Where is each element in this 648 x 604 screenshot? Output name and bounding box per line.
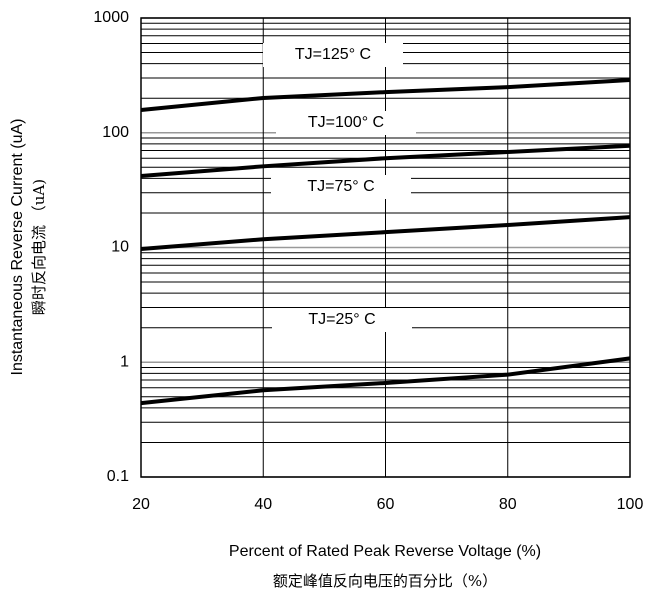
- x-tick-label: 20: [132, 496, 150, 513]
- series-label: TJ=125° C: [295, 46, 371, 63]
- y-tick-label: 0.1: [107, 468, 129, 485]
- y-axis-label-cn: 瞬时反向电流 （uA): [30, 179, 48, 315]
- series-label: TJ=75° C: [307, 178, 374, 195]
- label-background: [263, 43, 403, 67]
- x-tick-label: 40: [254, 496, 272, 513]
- y-axis-label: Instantaneous Reverse Current (uA): [9, 118, 26, 375]
- series-line: [140, 356, 631, 406]
- y-tick-label: 1: [120, 353, 129, 370]
- x-tick-label: 60: [377, 496, 395, 513]
- x-axis-label-cn: 额定峰值反向电压的百分比（%）: [273, 572, 497, 590]
- x-axis-label: Percent of Rated Peak Reverse Voltage (%…: [229, 543, 541, 560]
- series-line: [140, 78, 631, 112]
- y-tick-label: 10: [111, 239, 129, 256]
- series-line: [140, 143, 631, 178]
- label-background: [276, 111, 416, 135]
- series-line: [140, 215, 631, 252]
- series-label: TJ=25° C: [308, 311, 375, 328]
- x-tick-label: 80: [499, 496, 517, 513]
- label-background: [271, 175, 411, 199]
- y-tick-label: 1000: [93, 9, 129, 26]
- x-tick-label: 100: [617, 496, 644, 513]
- series-label: TJ=100° C: [308, 114, 384, 131]
- label-background: [272, 308, 412, 332]
- y-tick-label: 100: [102, 124, 129, 141]
